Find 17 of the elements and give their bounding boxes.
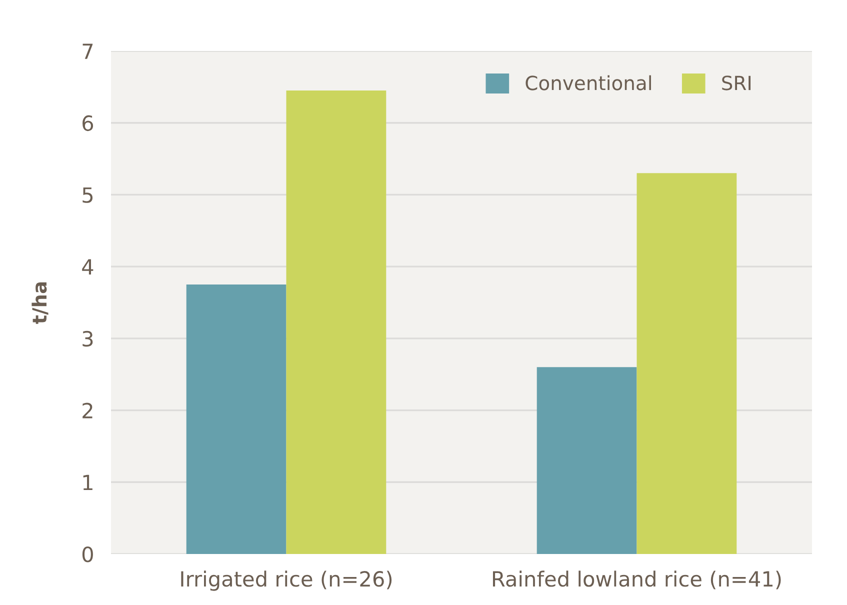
y-tick-label: 3 (82, 330, 93, 347)
bar (536, 367, 637, 554)
y-tick-label: 5 (82, 187, 93, 203)
y-tick-label: 2 (82, 402, 92, 418)
x-tick-label: Irrigated rice (n=26) (181, 570, 392, 591)
legend-label: Conventional (526, 75, 651, 90)
legend-label: SRI (722, 76, 751, 90)
y-tick-label: 0 (82, 546, 93, 562)
y-tick-label: 1 (83, 474, 92, 490)
bar (186, 284, 286, 554)
y-tick-label: 4 (82, 259, 94, 274)
y-tick-label: 6 (82, 115, 94, 132)
x-tick-label: Rainfed lowland rice (n=41) (492, 570, 781, 590)
bar (286, 90, 386, 554)
bar (636, 173, 737, 554)
y-axis-title: t/ha (32, 282, 48, 324)
y-tick-label: 7 (82, 44, 93, 59)
